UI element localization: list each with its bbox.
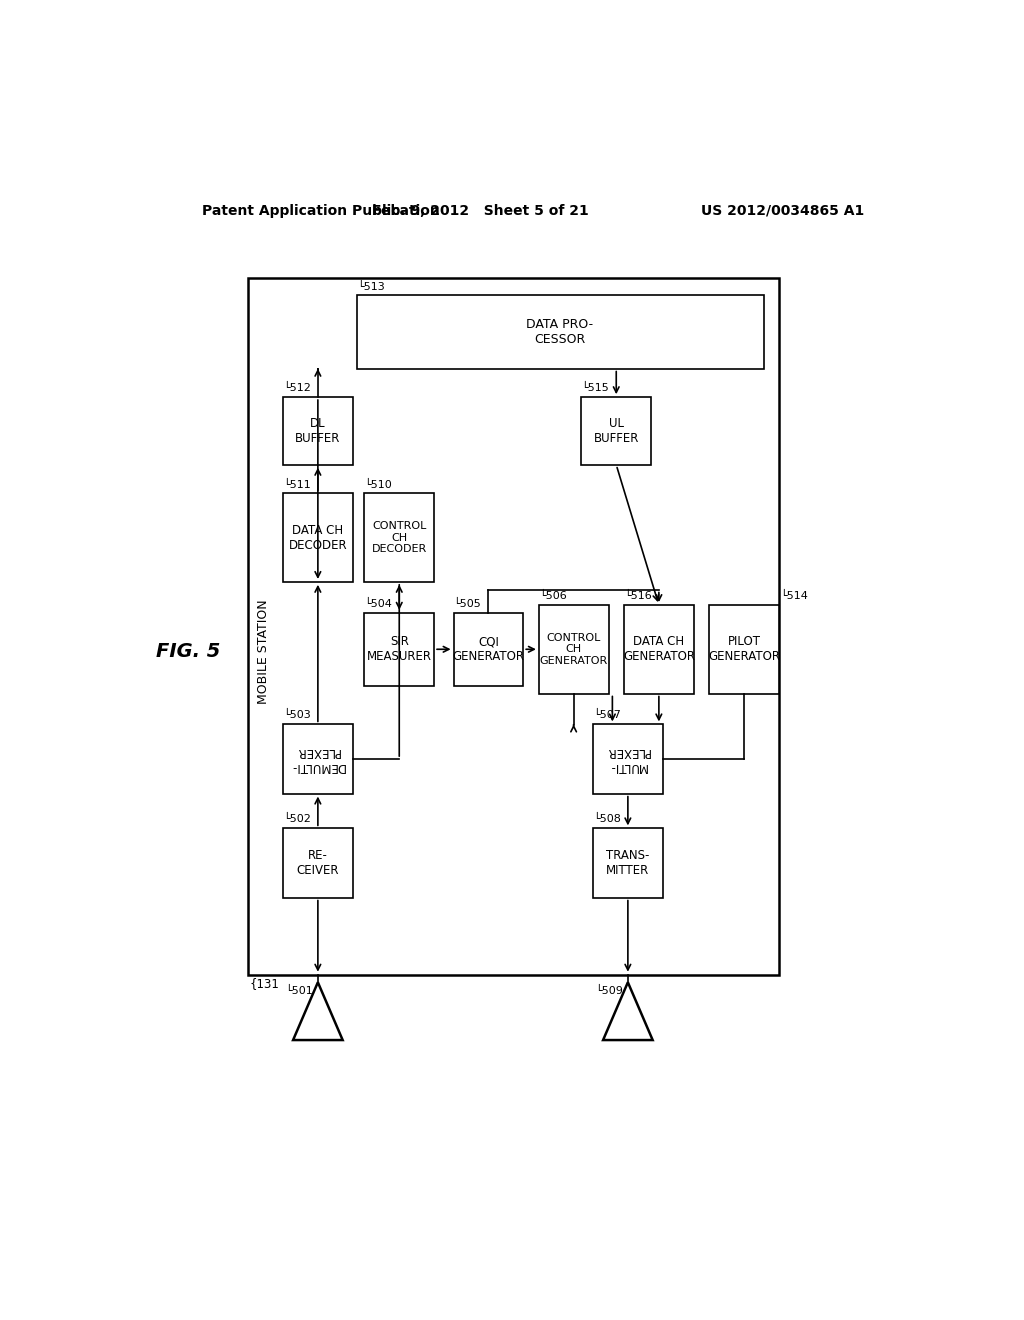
Text: CQI
GENERATOR: CQI GENERATOR [453, 635, 524, 663]
Text: └507: └507 [593, 710, 621, 721]
Text: └502: └502 [283, 814, 311, 825]
Text: PILOT
GENERATOR: PILOT GENERATOR [709, 635, 780, 663]
Text: └501: └501 [286, 986, 313, 997]
Text: └515: └515 [582, 383, 609, 393]
Text: └510: └510 [365, 479, 392, 490]
Text: └508: └508 [593, 814, 621, 825]
Text: DATA PRO-
CESSOR: DATA PRO- CESSOR [526, 318, 594, 346]
Text: DATA CH
GENERATOR: DATA CH GENERATOR [623, 635, 695, 663]
Text: MULTI-
PLEXER: MULTI- PLEXER [605, 744, 650, 774]
Text: └506: └506 [539, 591, 566, 601]
Text: └503: └503 [283, 710, 310, 721]
Text: CONTROL
CH
GENERATOR: CONTROL CH GENERATOR [540, 632, 608, 665]
Text: TRANS-
MITTER: TRANS- MITTER [606, 849, 649, 876]
Text: └509: └509 [595, 986, 624, 997]
Bar [593, 829, 663, 898]
Text: FIG. 5: FIG. 5 [157, 642, 220, 661]
Text: Feb. 9, 2012   Sheet 5 of 21: Feb. 9, 2012 Sheet 5 of 21 [373, 203, 589, 218]
Bar [582, 397, 651, 465]
Bar [365, 494, 434, 582]
Text: MOBILE STATION: MOBILE STATION [257, 599, 270, 704]
Bar [454, 612, 523, 686]
Bar [356, 296, 764, 368]
Text: └512: └512 [283, 383, 311, 393]
Bar [593, 725, 663, 793]
Text: SIR
MEASURER: SIR MEASURER [367, 635, 432, 663]
Text: DATA CH
DECODER: DATA CH DECODER [289, 524, 347, 552]
Text: └513: └513 [356, 281, 384, 292]
Text: US 2012/0034865 A1: US 2012/0034865 A1 [701, 203, 864, 218]
Text: DL
BUFFER: DL BUFFER [295, 417, 341, 445]
Text: └516: └516 [624, 591, 651, 601]
Text: {131: {131 [250, 977, 280, 990]
Bar [283, 494, 352, 582]
Bar [248, 277, 779, 974]
Text: CONTROL
CH
DECODER: CONTROL CH DECODER [372, 521, 427, 554]
Bar [539, 605, 608, 693]
Text: DEMULTI-
PLEXER: DEMULTI- PLEXER [291, 744, 345, 774]
Bar [624, 605, 693, 693]
Text: UL
BUFFER: UL BUFFER [594, 417, 639, 445]
Bar [283, 829, 352, 898]
Text: └504: └504 [365, 599, 392, 609]
Text: Patent Application Publication: Patent Application Publication [202, 203, 439, 218]
Bar [710, 605, 779, 693]
Text: └514: └514 [780, 591, 808, 601]
Bar [365, 612, 434, 686]
Text: RE-
CEIVER: RE- CEIVER [297, 849, 339, 876]
Bar [283, 397, 352, 465]
Bar [283, 725, 352, 793]
Text: └505: └505 [454, 599, 481, 609]
Text: └511: └511 [283, 479, 310, 490]
